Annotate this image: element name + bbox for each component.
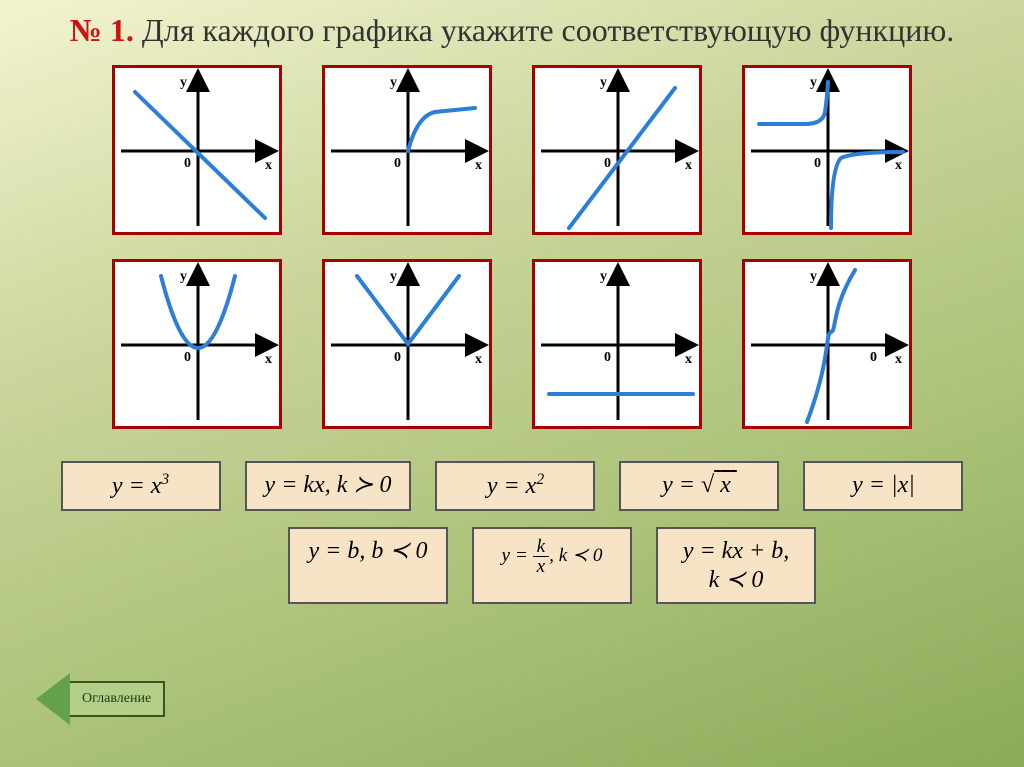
svg-text:х: х	[895, 158, 902, 173]
formula-row-1: y = x3 y = kx, k ≻ 0 y = x2 y = √ x y = |x|	[0, 461, 1024, 511]
formula-box[interactable]: y = kx, k ≻ 0	[245, 461, 412, 511]
svg-text:х: х	[895, 352, 902, 367]
svg-text:х: х	[265, 352, 272, 367]
svg-text:0: 0	[870, 350, 877, 365]
svg-text:х: х	[475, 158, 482, 173]
graph-cubic[interactable]: у х 0	[742, 259, 912, 429]
graph-parabola[interactable]: у х 0	[112, 259, 282, 429]
svg-text:0: 0	[814, 156, 821, 171]
svg-text:у: у	[810, 269, 817, 284]
svg-text:х: х	[685, 158, 692, 173]
svg-text:у: у	[600, 75, 607, 90]
title-text: Для каждого графика укажите соответствую…	[134, 12, 954, 48]
svg-text:у: у	[390, 75, 397, 90]
svg-text:х: х	[265, 158, 272, 173]
svg-text:0: 0	[394, 350, 401, 365]
formula-box[interactable]: y = kx + b,k ≺ 0	[656, 527, 816, 605]
formula-box[interactable]: y = √ x	[619, 461, 779, 511]
svg-text:у: у	[180, 75, 187, 90]
formula-box[interactable]: y = b, b ≺ 0	[288, 527, 448, 605]
svg-text:0: 0	[604, 350, 611, 365]
graph-abs[interactable]: у х 0	[322, 259, 492, 429]
svg-text:0: 0	[184, 156, 191, 171]
svg-text:х: х	[685, 352, 692, 367]
graph-row-1: у х 0 у х 0 у х 0 у х 0	[0, 65, 1024, 235]
svg-text:у: у	[180, 269, 187, 284]
svg-text:х: х	[475, 352, 482, 367]
svg-text:у: у	[600, 269, 607, 284]
formula-box[interactable]: y = x3	[61, 461, 221, 511]
graph-line_neg[interactable]: у х 0	[112, 65, 282, 235]
graph-hyperbola[interactable]: у х 0	[742, 65, 912, 235]
toc-label: Оглавление	[68, 681, 165, 717]
svg-text:у: у	[390, 269, 397, 284]
svg-text:у: у	[810, 75, 817, 90]
graph-line_pos[interactable]: у х 0	[532, 65, 702, 235]
graph-const[interactable]: у х 0	[532, 259, 702, 429]
svg-text:0: 0	[184, 350, 191, 365]
formula-box[interactable]: y = x2	[435, 461, 595, 511]
arrow-left-icon	[36, 673, 70, 725]
toc-button[interactable]: Оглавление	[36, 673, 165, 725]
svg-text:0: 0	[394, 156, 401, 171]
svg-text:0: 0	[604, 156, 611, 171]
formula-box[interactable]: y = kx, k ≺ 0	[472, 527, 632, 605]
formula-box[interactable]: y = |x|	[803, 461, 963, 511]
formula-row-2: y = b, b ≺ 0 y = kx, k ≺ 0 y = kx + b,k ≺ …	[80, 527, 1024, 605]
graph-row-2: у х 0 у х 0 у х 0 у х 0	[0, 259, 1024, 429]
graph-sqrt[interactable]: у х 0	[322, 65, 492, 235]
page-title: № 1. Для каждого графика укажите соответ…	[0, 0, 1024, 57]
title-number: № 1.	[70, 12, 134, 48]
